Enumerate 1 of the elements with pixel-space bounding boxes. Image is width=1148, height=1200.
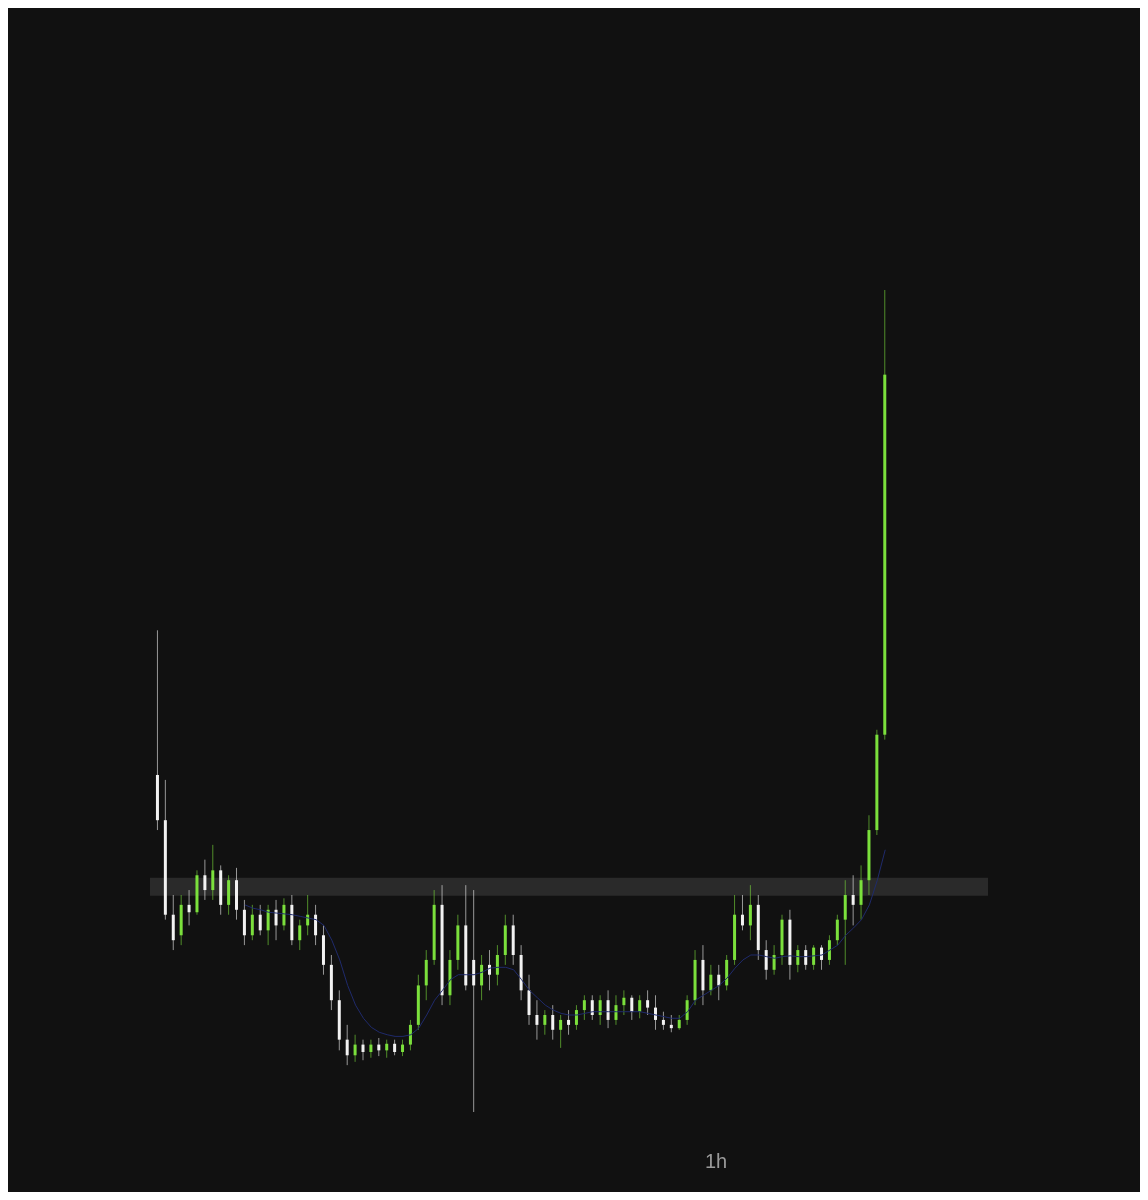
text: 1h [705, 1150, 728, 1173]
